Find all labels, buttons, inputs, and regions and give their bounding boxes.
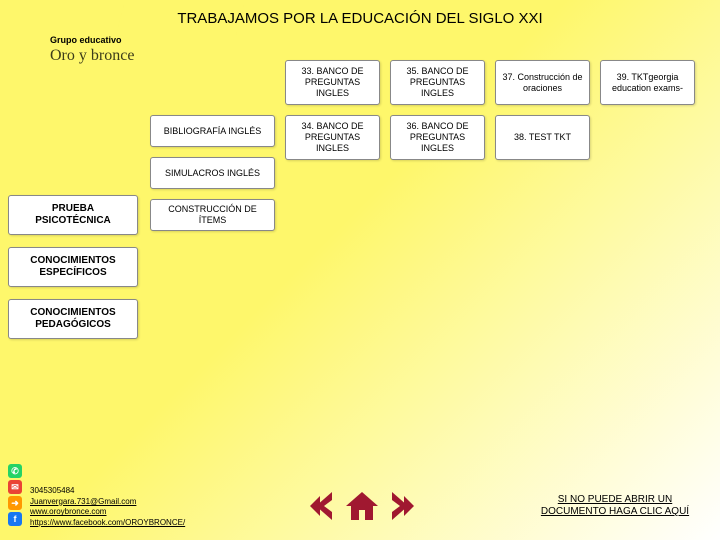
grid-card[interactable]: 36. BANCO DE PREGUNTAS INGLES xyxy=(390,115,485,160)
contact-email[interactable]: Juanvergara.731@Gmail.com xyxy=(30,497,185,507)
contact-block: 3045305484 Juanvergara.731@Gmail.com www… xyxy=(30,486,185,528)
middle-card-simulacros[interactable]: SIMULACROS INGLÉS xyxy=(150,157,275,189)
whatsapp-icon[interactable]: ✆ xyxy=(8,464,22,478)
grid-card[interactable]: 34. BANCO DE PREGUNTAS INGLES xyxy=(285,115,380,160)
help-link[interactable]: SI NO PUEDE ABRIR UN DOCUMENTO HAGA CLIC… xyxy=(530,494,700,518)
contact-icons: ✆ ✉ ➜ f xyxy=(8,464,22,526)
subtitle: Grupo educativo xyxy=(50,35,720,45)
nav-home-icon[interactable] xyxy=(346,492,378,520)
nav-next-icon[interactable] xyxy=(392,492,414,520)
contact-web[interactable]: www.oroybronce.com xyxy=(30,507,185,517)
middle-card-construccion[interactable]: CONSTRUCCIÓN DE ÍTEMS xyxy=(150,199,275,231)
middle-card-bibliografia[interactable]: BIBLIOGRAFÍA INGLÉS xyxy=(150,115,275,147)
grid-card[interactable]: 37. Construcción de oraciones xyxy=(495,60,590,105)
contact-fb[interactable]: https://www.facebook.com/OROYBRONCE/ xyxy=(30,518,185,528)
email-icon[interactable]: ✉ xyxy=(8,480,22,494)
sidebar-prueba[interactable]: PRUEBA PSICOTÉCNICA xyxy=(8,195,138,235)
page-title: TRABAJAMOS POR LA EDUCACIÓN DEL SIGLO XX… xyxy=(0,0,720,27)
grid-card[interactable]: 35. BANCO DE PREGUNTAS INGLES xyxy=(390,60,485,105)
sidebar-conocimientos-especificos[interactable]: CONOCIMIENTOS ESPECÍFICOS xyxy=(8,247,138,287)
grid-card[interactable]: 33. BANCO DE PREGUNTAS INGLES xyxy=(285,60,380,105)
nav-prev-icon[interactable] xyxy=(310,492,332,520)
grid-card[interactable]: 38. TEST TKT xyxy=(495,115,590,160)
web-icon[interactable]: ➜ xyxy=(8,496,22,510)
facebook-icon[interactable]: f xyxy=(8,512,22,526)
grid-card[interactable]: 39. TKTgeorgia education exams- xyxy=(600,60,695,105)
contact-phone: 3045305484 xyxy=(30,486,185,496)
sidebar-conocimientos-pedagogicos[interactable]: CONOCIMIENTOS PEDAGÓGICOS xyxy=(8,299,138,339)
